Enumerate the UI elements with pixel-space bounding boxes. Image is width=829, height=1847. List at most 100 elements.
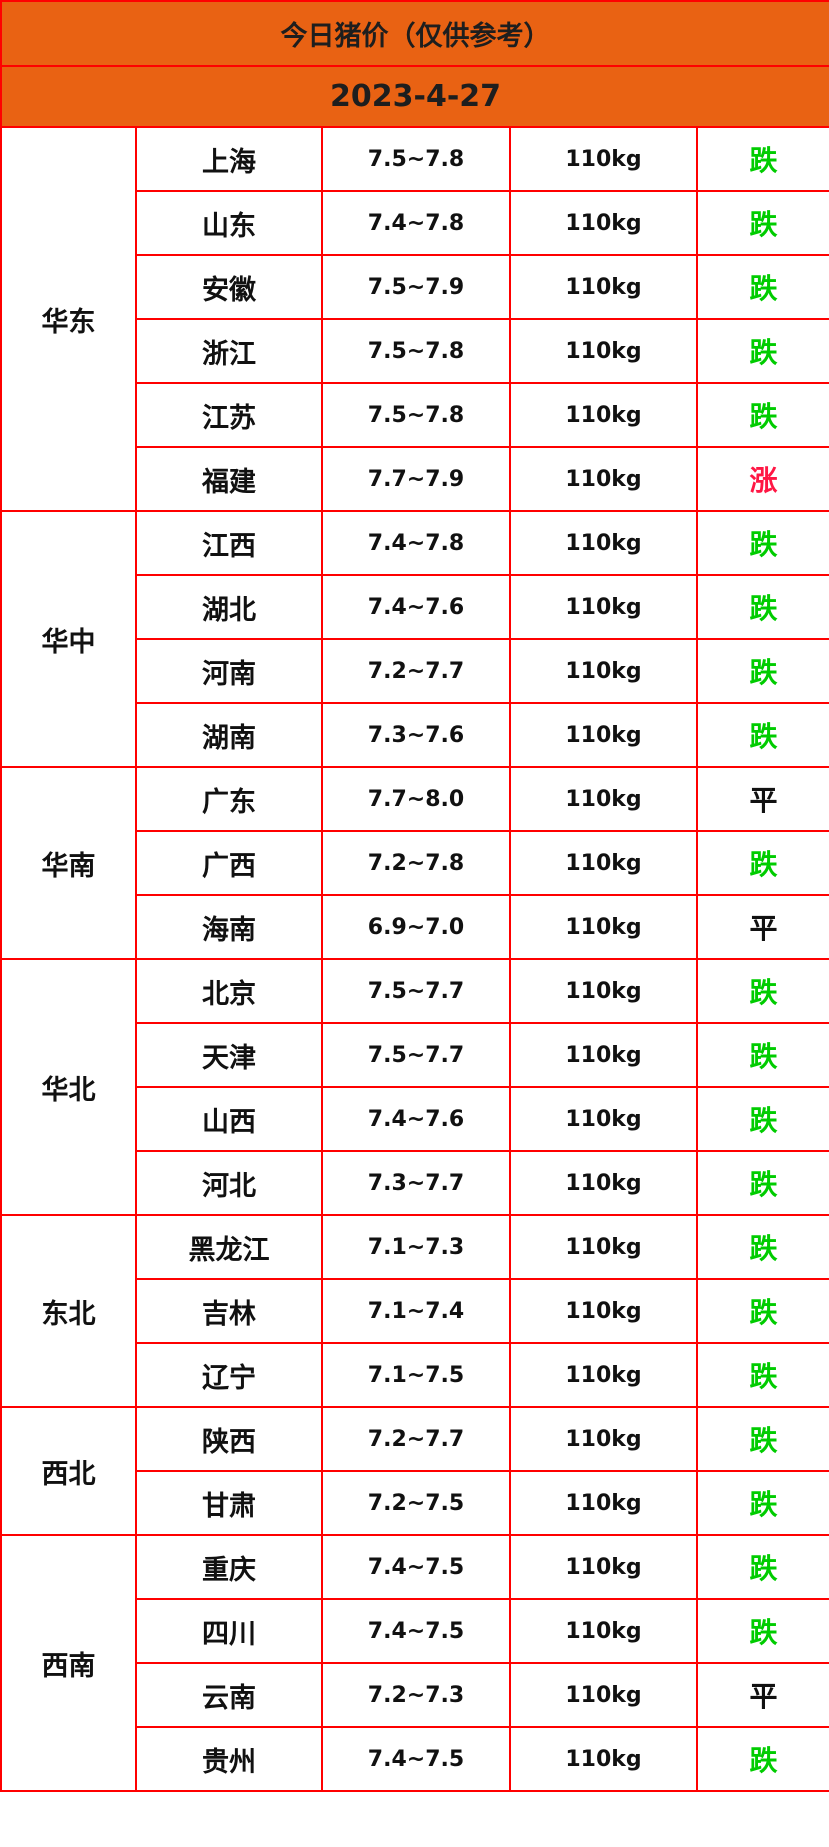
- table-row: 华北 北京 7.5~7.7 110kg 跌: [0, 958, 829, 1216]
- trend-cell: 跌: [695, 126, 829, 192]
- price-cell: 7.1~7.4: [321, 1278, 511, 1344]
- province-cell: 甘肃: [135, 1470, 323, 1536]
- date-label: 2023-4-27: [0, 65, 829, 128]
- table-row: 东北 黑龙江 7.1~7.3 110kg 跌: [0, 1214, 829, 1408]
- price-cell: 7.1~7.3: [321, 1214, 511, 1280]
- trend-cell: 跌: [695, 1278, 829, 1344]
- price-cell: 7.2~7.5: [321, 1470, 511, 1536]
- trend-cell: 平: [695, 766, 829, 832]
- table-row: 河南 7.2~7.7 110kg 跌: [1, 638, 829, 704]
- date-row: 2023-4-27: [0, 65, 829, 128]
- region-cell: 华北: [0, 958, 137, 1216]
- trend-cell: 跌: [695, 1406, 829, 1472]
- province-cell: 广西: [135, 830, 323, 896]
- price-cell: 7.5~7.8: [321, 318, 511, 384]
- price-cell: 7.2~7.8: [321, 830, 511, 896]
- table-row: 海南 6.9~7.0 110kg 平: [1, 894, 829, 960]
- price-cell: 7.5~7.9: [321, 254, 511, 320]
- weight-cell: 110kg: [509, 638, 698, 704]
- price-cell: 7.4~7.5: [321, 1534, 511, 1600]
- province-cell: 吉林: [135, 1278, 323, 1344]
- table-row: 山东 7.4~7.8 110kg 跌: [1, 190, 829, 256]
- weight-cell: 110kg: [509, 126, 698, 192]
- price-cell: 7.4~7.8: [321, 510, 511, 576]
- province-cell: 安徽: [135, 254, 323, 320]
- province-cell: 广东: [135, 766, 323, 832]
- weight-cell: 110kg: [509, 1022, 698, 1088]
- province-cell: 江苏: [135, 382, 323, 448]
- province-cell: 河南: [135, 638, 323, 704]
- trend-cell: 跌: [695, 382, 829, 448]
- table-row: 浙江 7.5~7.8 110kg 跌: [1, 318, 829, 384]
- province-cell: 江西: [135, 510, 323, 576]
- weight-cell: 110kg: [509, 894, 698, 960]
- province-cell: 陕西: [135, 1406, 323, 1472]
- region-cell: 东北: [0, 1214, 137, 1408]
- price-cell: 7.4~7.5: [321, 1726, 511, 1792]
- table-row: 甘肃 7.2~7.5 110kg 跌: [1, 1470, 829, 1536]
- province-cell: 黑龙江: [135, 1214, 323, 1280]
- weight-cell: 110kg: [509, 958, 698, 1024]
- province-cell: 山西: [135, 1086, 323, 1152]
- price-cell: 7.3~7.7: [321, 1150, 511, 1216]
- province-cell: 辽宁: [135, 1342, 323, 1408]
- trend-cell: 跌: [695, 190, 829, 256]
- province-cell: 四川: [135, 1598, 323, 1664]
- weight-cell: 110kg: [509, 1086, 698, 1152]
- table-row: 山西 7.4~7.6 110kg 跌: [1, 1086, 829, 1152]
- table-row: 辽宁 7.1~7.5 110kg 跌: [1, 1342, 829, 1408]
- price-cell: 7.4~7.8: [321, 190, 511, 256]
- table-row: 广西 7.2~7.8 110kg 跌: [1, 830, 829, 896]
- page-title: 今日猪价（仅供参考）: [0, 0, 829, 67]
- province-cell: 云南: [135, 1662, 323, 1728]
- table-row: 江苏 7.5~7.8 110kg 跌: [1, 382, 829, 448]
- trend-cell: 跌: [695, 1534, 829, 1600]
- price-cell: 7.5~7.8: [321, 382, 511, 448]
- trend-cell: 涨: [695, 446, 829, 512]
- region-cell: 华中: [0, 510, 137, 768]
- trend-cell: 跌: [695, 254, 829, 320]
- table-row: 天津 7.5~7.7 110kg 跌: [1, 1022, 829, 1088]
- table-row: 吉林 7.1~7.4 110kg 跌: [1, 1278, 829, 1344]
- weight-cell: 110kg: [509, 382, 698, 448]
- trend-cell: 跌: [695, 318, 829, 384]
- table-row: 西南 重庆 7.4~7.5 110kg 跌: [0, 1534, 829, 1792]
- price-cell: 7.2~7.7: [321, 1406, 511, 1472]
- weight-cell: 110kg: [509, 1470, 698, 1536]
- trend-cell: 跌: [695, 1086, 829, 1152]
- trend-cell: 跌: [695, 1726, 829, 1792]
- price-cell: 7.1~7.5: [321, 1342, 511, 1408]
- weight-cell: 110kg: [509, 446, 698, 512]
- province-cell: 北京: [135, 958, 323, 1024]
- weight-cell: 110kg: [509, 318, 698, 384]
- table-row: 华东 上海 7.5~7.8 110kg 跌: [0, 126, 829, 512]
- trend-cell: 跌: [695, 1598, 829, 1664]
- table-row: 安徽 7.5~7.9 110kg 跌: [1, 254, 829, 320]
- province-cell: 上海: [135, 126, 323, 192]
- weight-cell: 110kg: [509, 1406, 698, 1472]
- title-row: 今日猪价（仅供参考）: [0, 0, 829, 67]
- weight-cell: 110kg: [509, 766, 698, 832]
- weight-cell: 110kg: [509, 190, 698, 256]
- table-row: 贵州 7.4~7.5 110kg 跌: [1, 1726, 829, 1792]
- weight-cell: 110kg: [509, 1214, 698, 1280]
- trend-cell: 跌: [695, 510, 829, 576]
- province-cell: 重庆: [135, 1534, 323, 1600]
- table-row: 华中 江西 7.4~7.8 110kg 跌: [0, 510, 829, 768]
- weight-cell: 110kg: [509, 1598, 698, 1664]
- province-cell: 湖北: [135, 574, 323, 640]
- pig-price-table: 今日猪价（仅供参考） 2023-4-27 华东 上海 7.5~7.8 110kg 跌山东…: [0, 0, 829, 1792]
- price-cell: 7.2~7.3: [321, 1662, 511, 1728]
- price-cell: 7.3~7.6: [321, 702, 511, 768]
- table-row: 湖南 7.3~7.6 110kg 跌: [1, 702, 829, 768]
- region-cell: 华东: [0, 126, 137, 512]
- trend-cell: 跌: [695, 1342, 829, 1408]
- weight-cell: 110kg: [509, 1726, 698, 1792]
- province-cell: 湖南: [135, 702, 323, 768]
- weight-cell: 110kg: [509, 702, 698, 768]
- weight-cell: 110kg: [509, 1534, 698, 1600]
- trend-cell: 跌: [695, 1022, 829, 1088]
- price-cell: 7.7~7.9: [321, 446, 511, 512]
- trend-cell: 跌: [695, 958, 829, 1024]
- weight-cell: 110kg: [509, 510, 698, 576]
